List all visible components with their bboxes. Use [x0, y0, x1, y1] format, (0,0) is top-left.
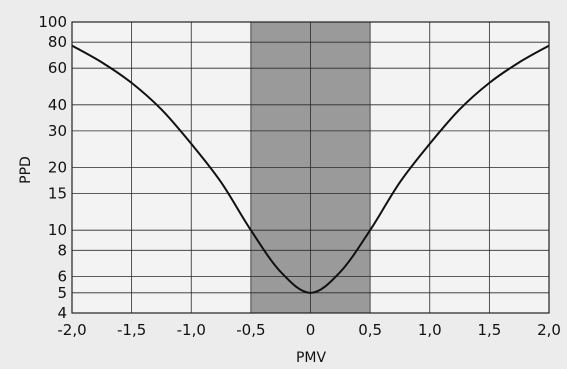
x-tick-label: -1,0: [177, 321, 206, 339]
x-axis-label: PMV: [296, 350, 327, 366]
ppd-curve: [71, 44, 550, 294]
x-tick-label: -2,0: [57, 321, 86, 339]
y-tick-label: 4: [57, 304, 67, 322]
y-tick-label: 100: [38, 13, 67, 31]
y-tick-label: 10: [48, 221, 67, 239]
y-tick-label: 6: [57, 267, 67, 285]
x-tick-label: 0: [306, 321, 316, 339]
y-tick-label: 15: [48, 185, 67, 203]
y-tick-label: 40: [48, 96, 67, 114]
x-tick-label: -1,5: [117, 321, 146, 339]
y-tick-label: 20: [48, 159, 67, 177]
x-tick-label: 2,0: [537, 321, 561, 339]
y-tick-label: 80: [48, 33, 67, 51]
x-tick-label: 1,5: [477, 321, 501, 339]
y-tick-label: 30: [48, 122, 67, 140]
y-tick-label: 5: [57, 284, 67, 302]
x-tick-label: -0,5: [236, 321, 265, 339]
y-tick-label: 8: [57, 241, 67, 259]
x-tick-label: 0,5: [358, 321, 382, 339]
plot-frame: [71, 21, 550, 314]
y-tick-label: 60: [48, 59, 67, 77]
x-tick-label: 1,0: [418, 321, 442, 339]
y-axis-label: PPD: [18, 156, 34, 184]
